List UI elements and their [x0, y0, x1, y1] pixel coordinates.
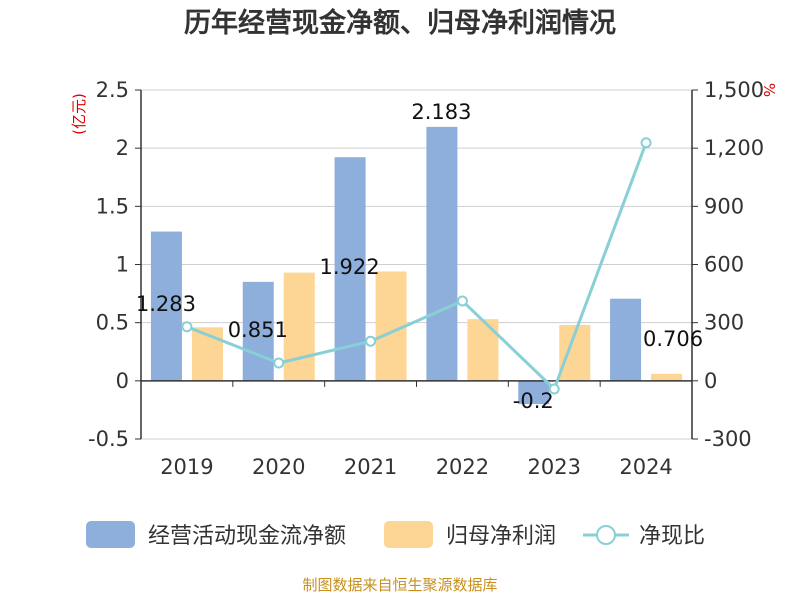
bar-profit [467, 319, 499, 381]
data-label: 1.283 [136, 292, 196, 316]
bar-cashflow [426, 126, 458, 381]
right-tick-label: -300 [704, 427, 752, 451]
source-note: 制图数据来自恒生聚源数据库 [302, 576, 497, 594]
left-tick-label: -0.5 [88, 427, 129, 451]
left-tick-label: 1.5 [96, 194, 129, 218]
ratio-point [456, 295, 468, 307]
x-tick-label: 2019 [160, 455, 213, 479]
data-label: 0.706 [643, 327, 703, 351]
right-tick-label: 1,500 [704, 78, 764, 102]
left-tick-label: 2 [116, 136, 129, 160]
x-tick-label: 2020 [252, 455, 305, 479]
bar-cashflow [242, 281, 274, 381]
data-label: 0.851 [228, 318, 288, 342]
bar-profit [283, 272, 315, 381]
bar-cashflow [610, 298, 642, 381]
ratio-point [365, 335, 377, 347]
left-tick-label: 0.5 [96, 311, 129, 335]
right-tick-label: 1,200 [704, 136, 764, 160]
legend-swatch-cashflow [86, 521, 135, 548]
ratio-point [273, 357, 285, 369]
x-tick-label: 2021 [344, 455, 397, 479]
left-tick-label: 2.5 [96, 78, 129, 102]
ratio-point [181, 321, 193, 333]
ratio-line [186, 142, 648, 392]
left-tick-label: 0 [116, 369, 129, 393]
data-label: 1.922 [320, 255, 380, 279]
right-tick-label: 900 [704, 194, 744, 218]
legend-marker-ratio [596, 525, 616, 545]
legend-swatch-profit [384, 521, 433, 548]
chart-title: 历年经营现金净额、归母净利润情况 [184, 7, 616, 39]
data-label: -0.2 [513, 389, 554, 413]
ratio-point [548, 383, 560, 395]
data-label: 2.183 [411, 100, 471, 124]
left-tick-label: 1 [116, 253, 129, 277]
right-tick-label: 0 [704, 369, 717, 393]
right-axis-unit: % [760, 83, 778, 97]
bar-profit [651, 373, 683, 381]
bar-cashflow [518, 380, 550, 405]
legend-label-ratio: 净现比 [639, 524, 705, 549]
x-tick-label: 2022 [436, 455, 489, 479]
bar-cashflow [150, 231, 182, 381]
legend-label-profit: 归母净利润 [446, 524, 556, 549]
legend-label-cashflow: 经营活动现金流净额 [148, 524, 346, 549]
x-tick-label: 2023 [528, 455, 581, 479]
right-tick-label: 300 [704, 311, 744, 335]
ratio-point [640, 137, 652, 149]
left-axis-unit: (亿元) [70, 93, 88, 135]
right-tick-label: 600 [704, 253, 744, 277]
x-tick-label: 2024 [619, 455, 672, 479]
